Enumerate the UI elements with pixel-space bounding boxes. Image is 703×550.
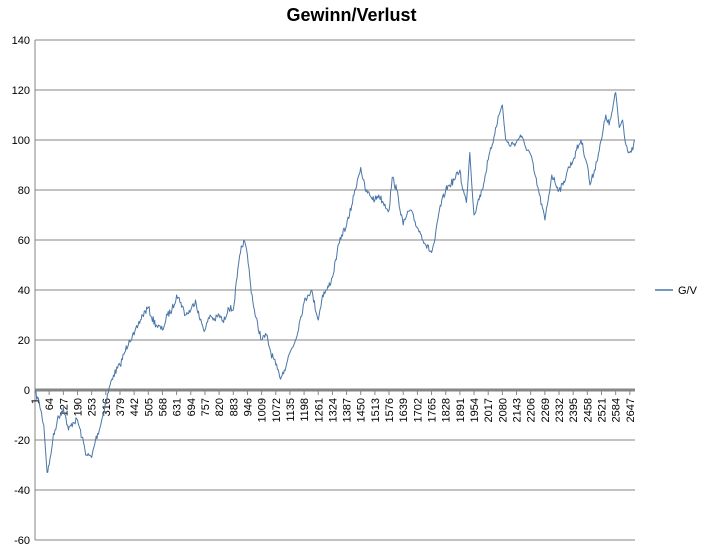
- series-line-G/V: [34, 92, 635, 473]
- x-tick-label: 2143: [512, 398, 524, 422]
- y-tick-label: 140: [12, 35, 30, 47]
- x-tick-label: 2332: [554, 398, 566, 422]
- x-tick-label: 2647: [625, 398, 637, 422]
- y-tick-label: 20: [18, 335, 30, 347]
- x-tick-label: 820: [214, 398, 226, 416]
- x-tick-label: 2017: [483, 398, 495, 422]
- x-tick-label: 1387: [342, 398, 354, 422]
- x-tick-label: 505: [143, 398, 155, 416]
- x-tick-label: 1009: [257, 398, 269, 422]
- x-tick-label: 442: [129, 398, 141, 416]
- y-tick-label: -60: [14, 535, 30, 547]
- y-tick-label: 40: [18, 285, 30, 297]
- legend-label: G/V: [678, 285, 698, 297]
- x-tick-label: 2395: [568, 398, 580, 422]
- y-tick-label: 120: [12, 85, 30, 97]
- x-tick-label: 1135: [285, 398, 297, 422]
- x-tick-label: 946: [242, 398, 254, 416]
- x-tick-label: 1513: [370, 398, 382, 422]
- x-tick-label: 64: [44, 398, 56, 410]
- grid-layer: [35, 39, 635, 541]
- x-tick-label: 1891: [455, 398, 467, 422]
- x-tick-label: 1198: [299, 398, 311, 422]
- x-tick-label: 190: [72, 398, 84, 416]
- y-tick-label: 100: [12, 135, 30, 147]
- chart-title: Gewinn/Verlust: [286, 5, 417, 25]
- x-tick-label: 1576: [384, 398, 396, 422]
- x-tick-label: 2080: [497, 398, 509, 422]
- x-tick-label: 1639: [398, 398, 410, 422]
- x-tick-label: 1450: [356, 398, 368, 422]
- y-tick-label: -20: [14, 435, 30, 447]
- x-tick-label: 631: [172, 398, 184, 416]
- x-tick-label: 1954: [469, 398, 481, 422]
- y-tick-label: 60: [18, 235, 30, 247]
- y-tick-label: 80: [18, 185, 30, 197]
- x-tick-label: 2269: [540, 398, 552, 422]
- x-tick-label: 1072: [271, 398, 283, 422]
- x-tick-label: 2521: [597, 398, 609, 422]
- x-tick-label: 2458: [582, 398, 594, 422]
- x-tick-label: 1324: [327, 398, 339, 422]
- x-tick-label: 568: [157, 398, 169, 416]
- x-tick-label: 1765: [427, 398, 439, 422]
- series-layer: [34, 92, 635, 473]
- y-tick-label: 0: [24, 385, 30, 397]
- legend: G/V: [655, 285, 698, 297]
- x-tick-label: 1: [30, 398, 42, 404]
- x-tick-label: 379: [115, 398, 127, 416]
- x-tick-label: 2206: [526, 398, 538, 422]
- x-tick-label: 1828: [441, 398, 453, 422]
- x-tick-label: 2584: [611, 398, 623, 422]
- x-tick-label: 253: [87, 398, 99, 416]
- x-tick-label: 1702: [412, 398, 424, 422]
- x-tick-label: 694: [186, 398, 198, 416]
- x-tick-label: 883: [228, 398, 240, 416]
- x-tick-label: 757: [200, 398, 212, 416]
- x-tick-label: 1261: [313, 398, 325, 422]
- y-tick-label: -40: [14, 485, 30, 497]
